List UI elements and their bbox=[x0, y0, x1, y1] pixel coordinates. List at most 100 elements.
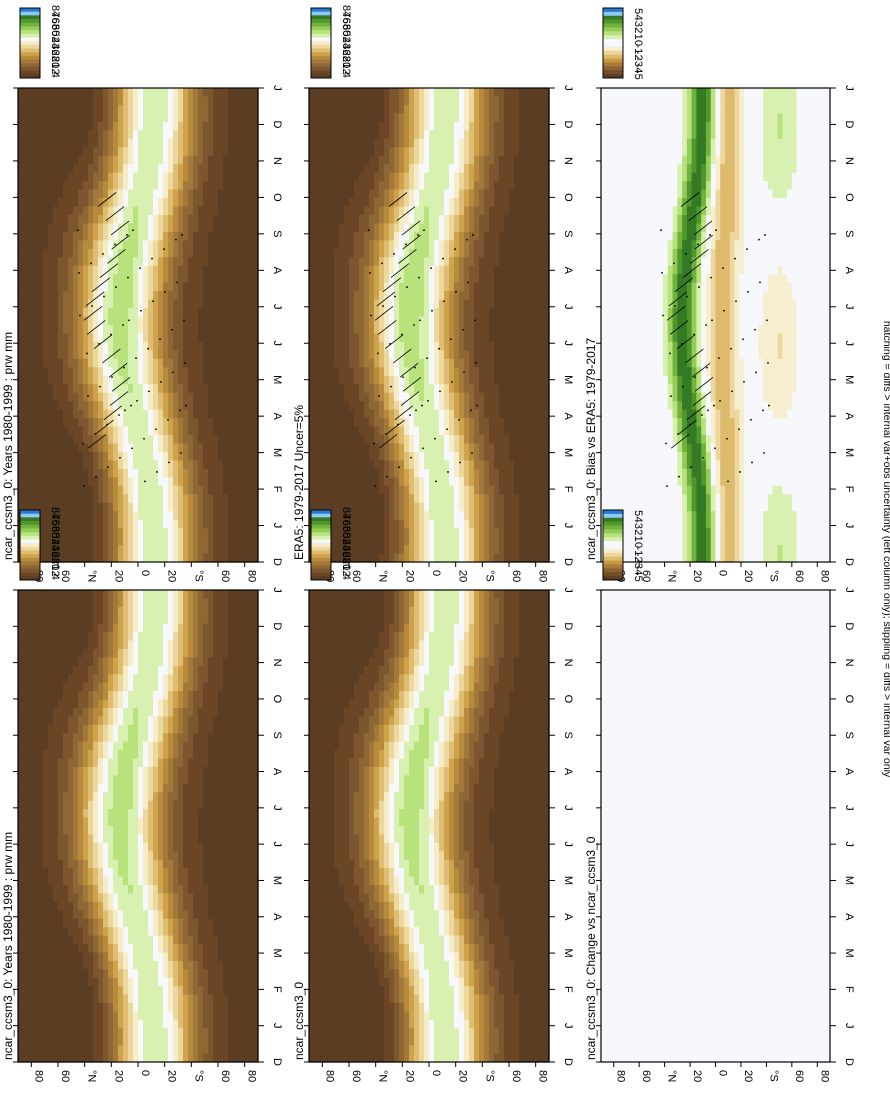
heat-cell bbox=[43, 640, 49, 650]
heat-cell bbox=[153, 1019, 159, 1029]
heat-cell bbox=[138, 682, 144, 692]
heat-cell bbox=[108, 927, 114, 937]
heat-cell bbox=[43, 426, 49, 436]
heat-cell bbox=[163, 333, 169, 343]
heat-cell bbox=[58, 358, 64, 368]
heat-cell bbox=[78, 986, 84, 996]
heat-cell bbox=[73, 418, 79, 428]
heat-cell bbox=[143, 528, 149, 538]
heat-cell bbox=[53, 392, 59, 402]
heat-cell bbox=[228, 528, 234, 538]
heat-cell bbox=[118, 418, 124, 428]
heat-cell bbox=[83, 1036, 89, 1046]
heat-cell bbox=[193, 291, 199, 301]
heat-cell bbox=[153, 792, 159, 802]
heat-cell bbox=[78, 104, 84, 114]
heat-cell bbox=[23, 282, 29, 292]
heat-cell bbox=[23, 927, 29, 937]
heat-cell bbox=[88, 325, 94, 335]
heat-cell bbox=[118, 868, 124, 878]
heat-cell bbox=[58, 851, 64, 861]
heat-cell bbox=[18, 750, 24, 760]
heat-cell bbox=[153, 1053, 159, 1063]
heat-cell bbox=[168, 783, 174, 793]
heat-cell bbox=[173, 147, 179, 157]
heat-cell bbox=[148, 265, 154, 275]
heat-cell bbox=[118, 1028, 124, 1038]
heat-cell bbox=[218, 282, 224, 292]
heat-cell bbox=[93, 451, 99, 462]
heat-cell bbox=[78, 994, 84, 1004]
heat-cell bbox=[33, 113, 39, 123]
heat-cell bbox=[223, 274, 229, 284]
heat-cell bbox=[233, 121, 239, 131]
heat-cell bbox=[28, 750, 34, 760]
heat-cell bbox=[58, 1045, 64, 1055]
heat-cell bbox=[103, 545, 109, 555]
heat-cell bbox=[178, 341, 184, 351]
heat-cell bbox=[143, 716, 149, 726]
heat-cell bbox=[148, 590, 154, 600]
heat-cell bbox=[18, 800, 24, 810]
heat-cell bbox=[143, 960, 149, 970]
heat-cell bbox=[158, 435, 164, 445]
heat-cell bbox=[98, 198, 104, 208]
heat-cell bbox=[103, 842, 109, 852]
heat-cell bbox=[128, 138, 134, 148]
heat-cell bbox=[243, 358, 249, 368]
heat-cell bbox=[148, 350, 154, 360]
heat-cell bbox=[78, 632, 84, 642]
heat-cell bbox=[203, 409, 209, 419]
heat-cell bbox=[198, 308, 204, 318]
heat-cell bbox=[143, 792, 149, 802]
heat-cell bbox=[168, 665, 174, 675]
heat-cell bbox=[223, 130, 229, 140]
heat-cell bbox=[138, 528, 144, 538]
heat-cell bbox=[73, 1011, 79, 1021]
heat-cell bbox=[148, 545, 154, 555]
heat-cell bbox=[98, 724, 104, 734]
lat-tick-label: 20 bbox=[166, 570, 178, 582]
heat-cell bbox=[163, 223, 169, 233]
heat-cell bbox=[153, 155, 159, 165]
heat-cell bbox=[33, 665, 39, 675]
heat-cell bbox=[228, 130, 234, 140]
heat-cell bbox=[163, 632, 169, 642]
heat-cell bbox=[28, 657, 34, 667]
heat-cell bbox=[248, 214, 254, 225]
heat-cell bbox=[123, 826, 129, 836]
heat-cell bbox=[18, 113, 24, 123]
heat-cell bbox=[78, 435, 84, 445]
heat-cell bbox=[88, 851, 94, 861]
heat-cell bbox=[153, 590, 159, 600]
heat-cell bbox=[173, 1028, 179, 1038]
heat-cell bbox=[163, 952, 169, 962]
heat-cell bbox=[213, 443, 219, 453]
heat-cell bbox=[23, 885, 29, 895]
heat-cell bbox=[193, 545, 199, 555]
heat-cell bbox=[158, 375, 164, 385]
heat-cell bbox=[198, 977, 204, 987]
heat-cell bbox=[23, 392, 29, 402]
heat-cell bbox=[123, 333, 129, 343]
heat-cell bbox=[123, 426, 129, 436]
heat-cell bbox=[58, 494, 64, 504]
heat-cell bbox=[78, 502, 84, 512]
heat-cell bbox=[188, 708, 194, 718]
heat-cell bbox=[48, 392, 54, 402]
heat-cell bbox=[183, 248, 189, 258]
heat-cell bbox=[53, 274, 59, 284]
heat-cell bbox=[118, 451, 124, 462]
heat-cell bbox=[48, 545, 54, 555]
heat-cell bbox=[143, 842, 149, 852]
heat-cell bbox=[118, 511, 124, 521]
heat-cell bbox=[68, 792, 74, 802]
heat-cell bbox=[118, 265, 124, 275]
heat-cell bbox=[153, 468, 159, 478]
heat-cell bbox=[188, 426, 194, 436]
heat-cell bbox=[198, 282, 204, 292]
heat-cell bbox=[103, 333, 109, 343]
heat-cell bbox=[173, 553, 179, 563]
heat-cell bbox=[248, 511, 254, 521]
heat-cell bbox=[123, 918, 129, 928]
